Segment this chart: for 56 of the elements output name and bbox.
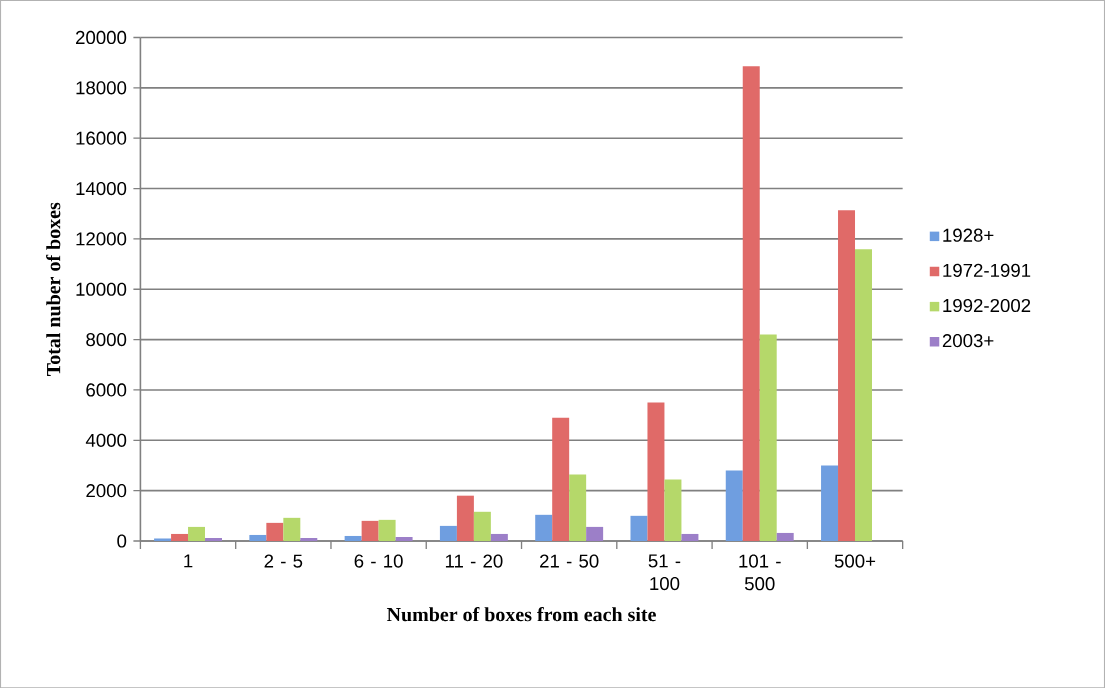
- x-tick-label: 1: [184, 554, 193, 568]
- legend-label: 1972-1991: [943, 263, 1031, 277]
- bar: [569, 474, 587, 541]
- bar: [439, 525, 457, 541]
- bar: [821, 465, 839, 541]
- bar: [171, 533, 189, 541]
- bar: [456, 495, 474, 541]
- bar: [742, 66, 760, 541]
- x-tick-label: 6 - 10: [354, 554, 403, 568]
- y-tick-label: 10000: [76, 282, 127, 296]
- bar: [395, 536, 413, 541]
- y-tick-label: 20000: [76, 30, 127, 44]
- bar: [681, 533, 699, 541]
- x-axis-title: Number of boxes from each site: [386, 606, 656, 622]
- y-tick-label: 18000: [76, 81, 127, 95]
- y-tick-label: 2000: [86, 483, 127, 498]
- bar: [586, 526, 604, 541]
- bar: [249, 534, 267, 541]
- x-tick-label: 500+: [834, 554, 876, 568]
- bar: [205, 537, 223, 541]
- bar: [300, 537, 318, 541]
- y-tick-label: 16000: [76, 131, 127, 145]
- y-tick-label: 8000: [86, 332, 127, 347]
- bar: [344, 535, 362, 541]
- bar: [552, 417, 570, 541]
- y-tick-label: 12000: [76, 232, 127, 246]
- x-tick-label: 101 - 500: [739, 554, 781, 591]
- y-tick-label: 6000: [86, 383, 127, 397]
- bar: [154, 538, 172, 541]
- bar: [838, 210, 856, 541]
- bar: [776, 532, 794, 541]
- y-tick-label: 4000: [85, 433, 127, 447]
- bar: [647, 402, 665, 541]
- x-tick-label: 2 - 5: [264, 554, 303, 568]
- legend-label: 2003+: [942, 333, 994, 348]
- bar: [188, 526, 206, 541]
- y-tick-label: 14000: [76, 181, 127, 195]
- bar: [664, 479, 682, 541]
- legend-label: 1928+: [943, 228, 994, 242]
- y-axis-title: Total nuber of boxes: [46, 202, 61, 376]
- x-tick-label: 21 - 50: [540, 554, 599, 568]
- bar: [473, 511, 491, 541]
- bar: [361, 520, 379, 541]
- bar: [535, 514, 553, 541]
- bar: [855, 249, 872, 541]
- bar: [378, 519, 396, 541]
- bar: [725, 470, 743, 541]
- bar: [283, 517, 301, 541]
- bar: [630, 515, 648, 541]
- bar: [759, 334, 777, 541]
- legend-label: 1992-2002: [943, 298, 1031, 312]
- bar: [490, 533, 508, 541]
- x-tick-label: 51 - 100: [648, 554, 681, 590]
- bar: [266, 522, 284, 541]
- y-tick-label: 0: [117, 534, 127, 548]
- x-tick-label: 11 - 20: [445, 554, 503, 568]
